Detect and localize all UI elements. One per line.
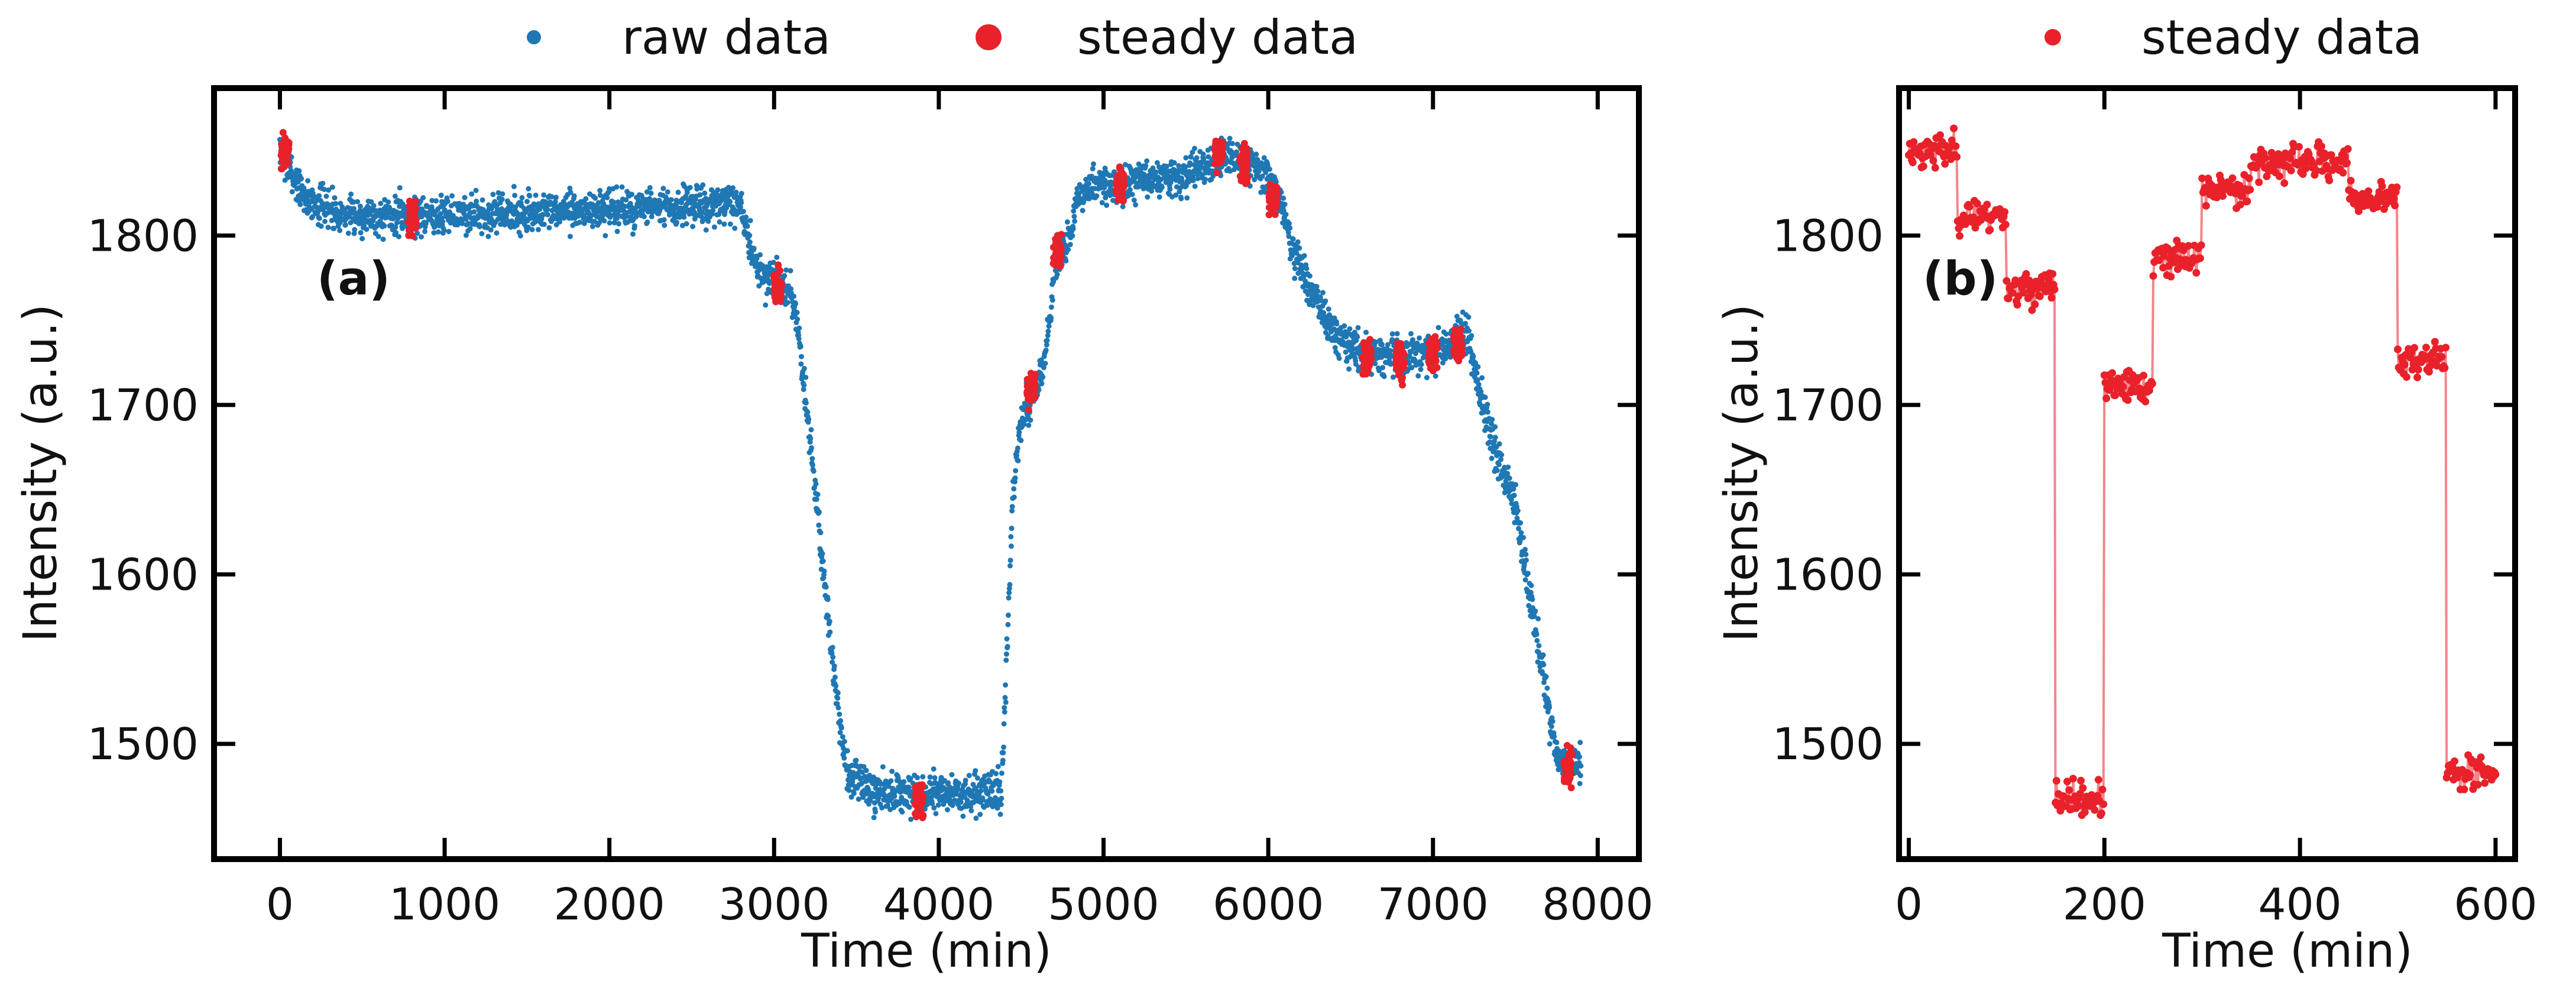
panel-a-frame bbox=[211, 85, 1642, 862]
panel-b-xlabel: Time (min) bbox=[2162, 925, 2413, 978]
legend-steady-data-label-b: steady data bbox=[2141, 10, 2422, 65]
panel-b-xtick-label: 400 bbox=[2259, 879, 2342, 930]
panel-b-xtick-label: 200 bbox=[2063, 879, 2146, 930]
panel-b-label: (b) bbox=[1923, 252, 1998, 306]
panel-b-ytick-label: 1500 bbox=[1773, 719, 1884, 770]
panel-a-legend: raw data steady data bbox=[527, 10, 1358, 65]
panel-b-data-points bbox=[1905, 124, 2500, 819]
steady-data-cluster bbox=[1211, 137, 1227, 177]
steady-data-cluster bbox=[911, 781, 927, 821]
legend-steady-data-label: steady data bbox=[1077, 10, 1358, 65]
panel-a-label: (a) bbox=[317, 252, 390, 306]
legend-raw-data-label: raw data bbox=[622, 10, 831, 65]
legend-steady-data-marker bbox=[976, 24, 1002, 50]
panel-a-ytick-label: 1600 bbox=[88, 550, 199, 601]
panel-a-xtick-label: 7000 bbox=[1378, 879, 1489, 930]
steady-data-cluster bbox=[1359, 336, 1375, 378]
legend-raw-data-marker bbox=[527, 30, 541, 44]
panel-a-xtick-label: 3000 bbox=[718, 879, 829, 930]
panel-a-ylabel: Intensity (a.u.) bbox=[14, 304, 67, 642]
panel-b-xtick-label: 600 bbox=[2454, 879, 2537, 930]
steady-data-cluster bbox=[1265, 181, 1281, 219]
steady-data-cluster bbox=[1112, 163, 1128, 205]
steady-data-cluster bbox=[1023, 370, 1039, 413]
panel-a-ytick-label: 1800 bbox=[88, 210, 199, 261]
panel-b-ytick-label: 1700 bbox=[1773, 380, 1884, 431]
panel-a-xtick-label: 4000 bbox=[883, 879, 994, 930]
steady-data-cluster bbox=[1450, 326, 1466, 365]
panel-a-xlabel: Time (min) bbox=[801, 925, 1052, 978]
panel-b-xtick-label: 0 bbox=[1895, 879, 1923, 930]
panel-b-legend: steady data bbox=[2044, 10, 2422, 65]
panel-b-ytick-label: 1800 bbox=[1773, 210, 1884, 261]
panel-a-ytick-label: 1700 bbox=[88, 380, 199, 431]
panel-a-xtick-label: 1000 bbox=[389, 879, 500, 930]
panel-a-xtick-label: 8000 bbox=[1542, 879, 1653, 930]
panel-b-axes: 0 200 400 600 1500 1600 1700 1800 bbox=[1773, 85, 2538, 930]
steady-data-cluster bbox=[1392, 339, 1408, 389]
steady-data-points bbox=[1905, 124, 2500, 819]
panel-b: steady data 0 200 400 600 1500 1600 1700 1800 (… bbox=[1715, 10, 2538, 978]
steady-data-cluster bbox=[404, 197, 420, 239]
steady-data-cluster bbox=[770, 261, 785, 306]
panel-b-frame bbox=[1896, 85, 2518, 862]
steady-data-cluster bbox=[1560, 741, 1576, 792]
panel-b-ytick-label: 1600 bbox=[1773, 550, 1884, 601]
panel-a-xtick-label: 0 bbox=[266, 879, 294, 930]
steady-data-cluster bbox=[1049, 231, 1065, 270]
legend-steady-data-marker-b bbox=[2044, 29, 2061, 46]
panel-a-ytick-label: 1500 bbox=[88, 719, 199, 770]
panel-a: raw data steady data 0 1000 2000 3000 4000 50… bbox=[14, 10, 1654, 978]
panel-a-xtick-label: 2000 bbox=[554, 879, 665, 930]
panel-a-xtick-label: 6000 bbox=[1213, 879, 1324, 930]
panel-b-ylabel: Intensity (a.u.) bbox=[1715, 304, 1768, 642]
steady-data-line bbox=[1907, 128, 2497, 819]
steady-data-cluster bbox=[277, 129, 293, 173]
steady-data-cluster bbox=[1236, 140, 1251, 187]
panel-a-axes: 0 1000 2000 3000 4000 5000 6000 7000 8000 1500 160… bbox=[88, 85, 1654, 930]
panel-a-data-points bbox=[277, 129, 1584, 822]
steady-data-cluster bbox=[1425, 333, 1441, 374]
raw-data-points bbox=[277, 135, 1584, 822]
panel-a-xtick-label: 5000 bbox=[1048, 879, 1159, 930]
